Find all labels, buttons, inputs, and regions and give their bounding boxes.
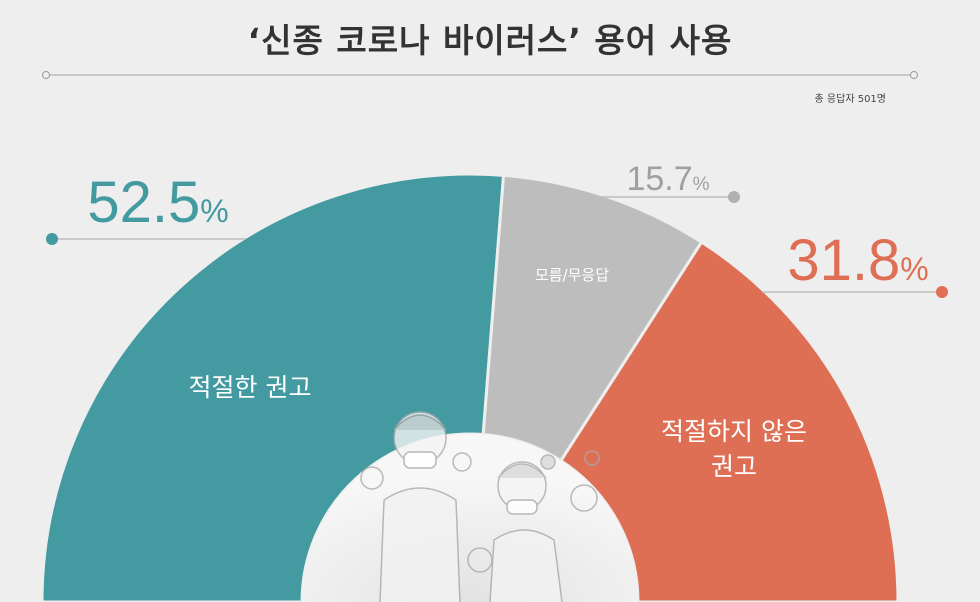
divider-left-dot xyxy=(42,71,50,79)
title-divider xyxy=(46,74,916,76)
slice-value-3: 31.8% xyxy=(787,228,928,293)
chart-title: ‘신종 코로나 바이러스’ 용어 사용 xyxy=(247,21,733,60)
slice-value-1: 52.5% xyxy=(87,170,228,235)
slice-value-unit-1: % xyxy=(200,193,228,229)
slice-value-unit-3: % xyxy=(900,251,928,287)
slice-value-number-1: 52.5 xyxy=(87,170,200,235)
slice-value-number-2: 15.7 xyxy=(626,160,692,198)
slice-label-2: 모름/무응답 xyxy=(535,266,609,284)
slice-value-2: 15.7% xyxy=(626,160,709,198)
leader-dot-1 xyxy=(46,233,58,245)
inner-illustration xyxy=(302,411,638,602)
leader-dot-2 xyxy=(728,191,740,203)
divider-right-dot xyxy=(910,71,918,79)
slice-label-3: 적절하지 않은 권고 xyxy=(661,417,807,481)
slice-label-1: 적절한 권고 xyxy=(189,373,312,402)
slice-value-unit-2: % xyxy=(693,174,710,195)
leader-dot-3 xyxy=(936,286,948,298)
slice-value-number-3: 31.8 xyxy=(787,228,900,293)
respondents-note: 총 응답자 501명 xyxy=(814,94,886,105)
